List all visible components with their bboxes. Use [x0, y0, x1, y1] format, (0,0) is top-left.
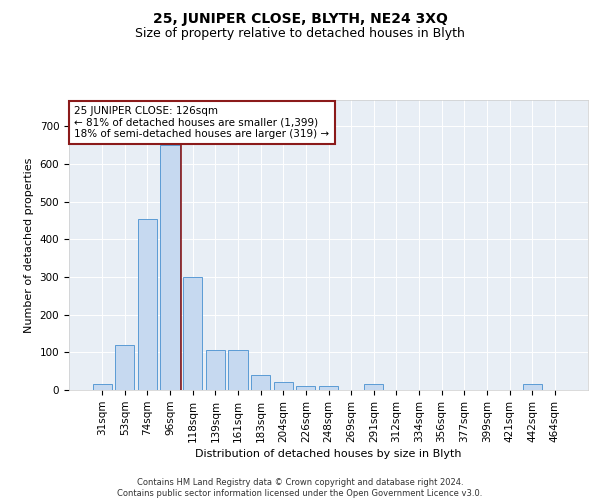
Bar: [523, 384, 542, 390]
Y-axis label: Number of detached properties: Number of detached properties: [24, 158, 34, 332]
Bar: [319, 386, 338, 390]
Bar: [206, 350, 225, 390]
Bar: [274, 382, 293, 390]
Text: 25 JUNIPER CLOSE: 126sqm
← 81% of detached houses are smaller (1,399)
18% of sem: 25 JUNIPER CLOSE: 126sqm ← 81% of detach…: [74, 106, 329, 139]
Text: Size of property relative to detached houses in Blyth: Size of property relative to detached ho…: [135, 28, 465, 40]
Bar: [115, 345, 134, 390]
Bar: [296, 386, 316, 390]
Bar: [92, 384, 112, 390]
Bar: [160, 145, 180, 390]
Text: Contains HM Land Registry data © Crown copyright and database right 2024.
Contai: Contains HM Land Registry data © Crown c…: [118, 478, 482, 498]
Bar: [251, 375, 270, 390]
Bar: [183, 277, 202, 390]
Bar: [364, 384, 383, 390]
Bar: [229, 350, 248, 390]
X-axis label: Distribution of detached houses by size in Blyth: Distribution of detached houses by size …: [195, 449, 462, 459]
Bar: [138, 218, 157, 390]
Text: 25, JUNIPER CLOSE, BLYTH, NE24 3XQ: 25, JUNIPER CLOSE, BLYTH, NE24 3XQ: [152, 12, 448, 26]
